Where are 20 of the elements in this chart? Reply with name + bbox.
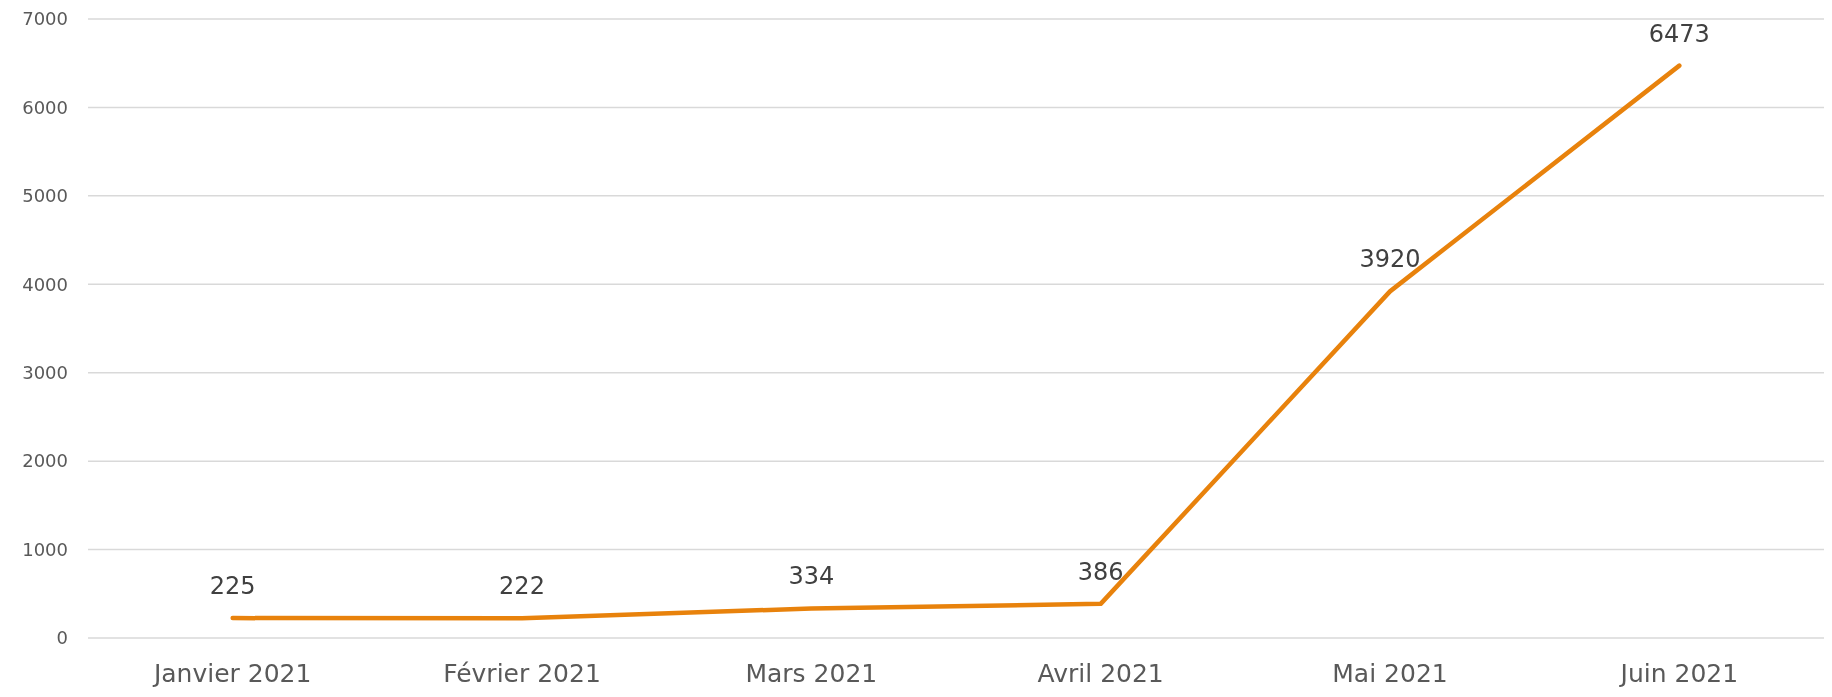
y-tick-label: 7000 (22, 8, 68, 30)
data-label: 386 (1077, 557, 1124, 586)
y-tick-label: 5000 (22, 185, 68, 207)
y-tick-label: 6000 (22, 96, 68, 118)
data-label: 334 (788, 562, 835, 591)
x-tick-label: Mai 2021 (1332, 659, 1448, 688)
x-tick-label: Mars 2021 (745, 659, 878, 688)
y-tick-label: 0 (56, 627, 68, 649)
y-tick-label: 4000 (22, 273, 68, 295)
y-tick-label: 3000 (22, 362, 68, 384)
y-tick-label: 1000 (22, 538, 68, 560)
data-label: 222 (499, 572, 545, 601)
x-tick-label: Avril 2021 (1037, 659, 1164, 688)
x-tick-label: Juin 2021 (1618, 659, 1739, 688)
x-tick-label: Février 2021 (443, 659, 601, 688)
data-label: 6473 (1648, 19, 1710, 48)
x-tick-label: Janvier 2021 (151, 659, 312, 688)
y-tick-label: 2000 (22, 450, 68, 472)
data-label: 225 (209, 572, 256, 601)
data-label: 3920 (1359, 245, 1421, 274)
